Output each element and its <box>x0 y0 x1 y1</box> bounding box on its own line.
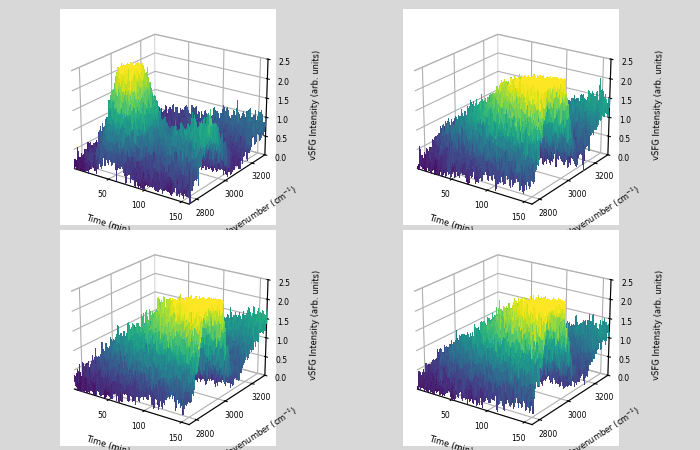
X-axis label: Time (min): Time (min) <box>428 214 474 236</box>
X-axis label: Time (min): Time (min) <box>85 434 131 450</box>
Y-axis label: Wavenumber (cm$^{-1}$): Wavenumber (cm$^{-1}$) <box>561 403 643 450</box>
Y-axis label: Wavenumber (cm$^{-1}$): Wavenumber (cm$^{-1}$) <box>218 403 300 450</box>
X-axis label: Time (min): Time (min) <box>428 434 474 450</box>
Y-axis label: Wavenumber (cm$^{-1}$): Wavenumber (cm$^{-1}$) <box>218 183 300 242</box>
X-axis label: Time (min): Time (min) <box>85 214 131 236</box>
Y-axis label: Wavenumber (cm$^{-1}$): Wavenumber (cm$^{-1}$) <box>561 183 643 242</box>
